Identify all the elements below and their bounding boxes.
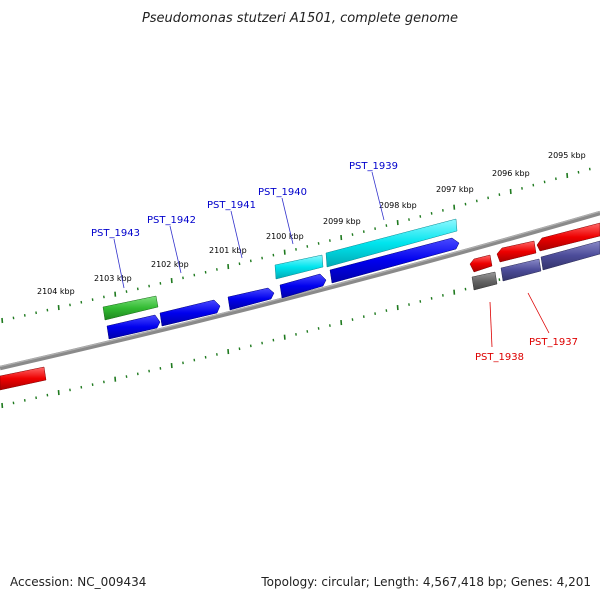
leader-pst-1938 bbox=[489, 301, 493, 348]
gene-label-pst-1937[interactable]: PST_1937 bbox=[529, 337, 578, 348]
gene-red-mid[interactable] bbox=[496, 240, 537, 263]
gene-slate-pst-1937[interactable] bbox=[500, 258, 542, 282]
kbp-label-2103: 2103 kbp bbox=[94, 274, 132, 283]
gene-cyan-pst-1939[interactable] bbox=[325, 218, 458, 268]
gene-label-pst-1942[interactable]: PST_1942 bbox=[147, 215, 196, 226]
kbp-label-2095: 2095 kbp bbox=[548, 151, 586, 160]
gene-green-bar[interactable] bbox=[102, 295, 159, 321]
genome-backbone-highlight bbox=[0, 210, 600, 368]
forward-genes bbox=[102, 218, 460, 340]
leader-pst-1939 bbox=[371, 171, 385, 221]
gene-label-pst-1941[interactable]: PST_1941 bbox=[207, 200, 256, 211]
accession-text: Accession: NC_009434 bbox=[10, 575, 146, 589]
kbp-label-2102: 2102 kbp bbox=[151, 260, 189, 269]
reverse-genes bbox=[0, 222, 600, 391]
leader-pst-1941 bbox=[230, 210, 243, 259]
kbp-label-2096: 2096 kbp bbox=[492, 169, 530, 178]
map-title: Pseudomonas stutzeri A1501, complete gen… bbox=[142, 11, 458, 26]
gene-slate-long[interactable] bbox=[540, 240, 600, 271]
kbp-labels: 2095 kbp 2096 kbp 2097 kbp 2098 kbp 2099… bbox=[37, 151, 586, 296]
gene-cyan-pst-1940[interactable] bbox=[274, 254, 324, 280]
gene-red-long[interactable] bbox=[536, 222, 600, 252]
gene-blue-pst-1942[interactable] bbox=[159, 299, 221, 327]
gene-gray-pst-1938[interactable] bbox=[471, 271, 498, 291]
gene-blue-pst-1939b[interactable] bbox=[329, 237, 460, 284]
gene-blue-pst-1941[interactable] bbox=[227, 287, 275, 311]
kbp-label-2099: 2099 kbp bbox=[323, 217, 361, 226]
gene-label-pst-1938[interactable]: PST_1938 bbox=[475, 352, 524, 363]
genome-summary-text: Topology: circular; Length: 4,567,418 bp… bbox=[260, 575, 591, 589]
gene-label-pst-1939[interactable]: PST_1939 bbox=[349, 161, 398, 172]
kbp-label-2101: 2101 kbp bbox=[209, 246, 247, 255]
kbp-label-2098: 2098 kbp bbox=[379, 201, 417, 210]
genome-backbone bbox=[0, 210, 600, 371]
gene-blue-pst-1943[interactable] bbox=[106, 314, 161, 340]
leader-pst-1943 bbox=[113, 238, 125, 289]
leader-pst-1942 bbox=[169, 225, 182, 274]
tick-row-upper bbox=[1, 167, 591, 324]
leader-pst-1937 bbox=[527, 292, 550, 334]
kbp-label-2104: 2104 kbp bbox=[37, 287, 75, 296]
gene-blue-pst-1940b[interactable] bbox=[279, 273, 327, 299]
kbp-label-2100: 2100 kbp bbox=[266, 232, 304, 241]
gene-label-pst-1940[interactable]: PST_1940 bbox=[258, 187, 307, 198]
gene-red-small[interactable] bbox=[469, 254, 493, 273]
tick-row-lower bbox=[1, 252, 591, 409]
gene-labels: PST_1939 PST_1940 PST_1941 PST_1942 PST_… bbox=[91, 161, 578, 363]
leader-pst-1940 bbox=[281, 197, 294, 245]
label-leaders bbox=[113, 171, 550, 348]
gene-label-pst-1943[interactable]: PST_1943 bbox=[91, 228, 140, 239]
kbp-label-2097: 2097 kbp bbox=[436, 185, 474, 194]
gene-red-left[interactable] bbox=[0, 366, 47, 391]
